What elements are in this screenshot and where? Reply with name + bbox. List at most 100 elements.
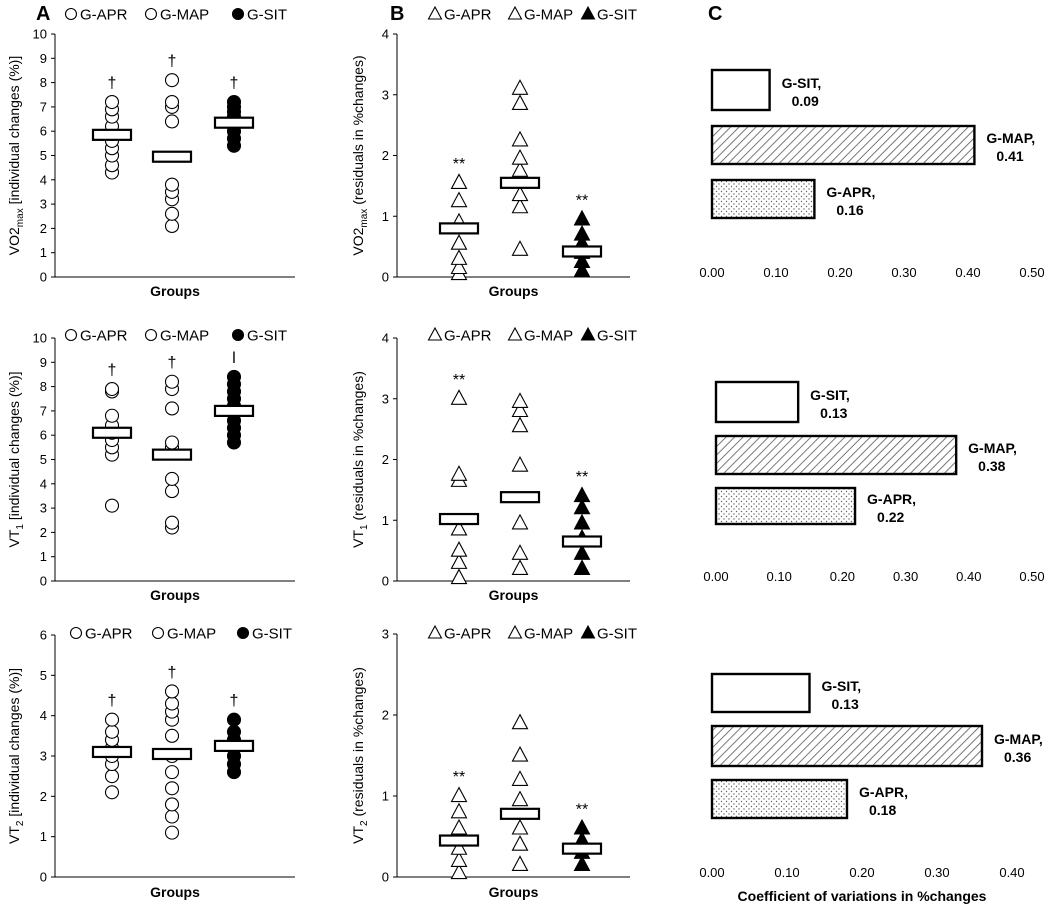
legend-label: G-SIT xyxy=(247,7,287,24)
y-tick-label: 3 xyxy=(382,87,389,102)
legend-marker xyxy=(507,326,523,341)
x-tick-label: 0.10 xyxy=(767,569,792,584)
data-point xyxy=(164,781,180,796)
data-point xyxy=(164,696,180,711)
data-point xyxy=(511,148,529,165)
series-g-sit: ** xyxy=(561,192,603,278)
series-g-map: † xyxy=(151,355,193,535)
x-tick-label: 0.30 xyxy=(891,265,916,280)
data-point xyxy=(511,79,529,95)
y-axis-label: VO2max [individual changes (%)] xyxy=(6,56,26,255)
x-tick-label: 0.00 xyxy=(699,865,724,880)
data-point xyxy=(164,515,180,530)
bar-category-label: G-APR, xyxy=(826,184,875,200)
series-g-apr: † xyxy=(91,693,133,800)
legend-marker xyxy=(580,326,596,341)
y-tick-label: 0 xyxy=(40,574,47,589)
data-point xyxy=(511,790,529,807)
significance-mark: † xyxy=(108,362,117,379)
x-tick-label: 0.00 xyxy=(699,265,724,280)
data-point xyxy=(511,770,529,786)
x-tick-label: 0.30 xyxy=(893,569,918,584)
data-point xyxy=(511,544,529,560)
bar-g-sit xyxy=(710,672,811,714)
data-point xyxy=(511,456,529,472)
mean-bar xyxy=(561,842,603,855)
significance-mark: ǀ xyxy=(232,350,236,367)
chart-a1: 0 1 2 3 4 5 6 7 8 9 10 Groups VO2max [individual cha… xyxy=(6,7,295,299)
chart-c2: 0.00 0.10 0.20 0.30 0.40 0.50 G-SIT, 0.13 G-MAP,… xyxy=(703,380,1045,584)
data-point xyxy=(450,258,468,275)
bar-category-label: G-MAP, xyxy=(986,130,1035,146)
legend-label: G-MAP xyxy=(524,7,573,24)
bar-g-map xyxy=(714,434,958,476)
x-tick-label: 0.30 xyxy=(924,865,949,880)
x-axis-label: Groups xyxy=(489,283,539,299)
significance-mark: † xyxy=(108,693,117,710)
series-g-map: † xyxy=(151,53,193,234)
y-tick-label: 0 xyxy=(40,870,47,885)
y-tick-label: 1 xyxy=(382,789,389,804)
data-point xyxy=(104,712,120,727)
x-axis-label: Coefficient of variations in %changes xyxy=(738,888,987,904)
data-point xyxy=(511,240,529,256)
data-point xyxy=(450,568,468,585)
data-point xyxy=(450,389,468,405)
legend-label: G-SIT xyxy=(597,328,637,345)
series-g-sit: ** xyxy=(561,469,603,576)
legend-marker xyxy=(580,624,596,639)
mean-bar xyxy=(91,426,133,439)
series-g-sit: † xyxy=(213,693,255,780)
series-g-map xyxy=(499,392,541,576)
series-g-map xyxy=(499,713,541,872)
legend-marker xyxy=(236,626,250,640)
series-g-apr: ** xyxy=(438,372,480,585)
chart-a2: 0 1 2 3 4 5 6 7 8 9 10 Groups VT1 [individual change… xyxy=(6,328,295,603)
legend-label: G-APR xyxy=(444,626,492,643)
y-tick-label: 4 xyxy=(382,331,389,346)
data-point xyxy=(450,541,468,557)
y-tick-label: 1 xyxy=(382,209,389,224)
data-point xyxy=(573,209,591,226)
chart-a3: 0 1 2 3 4 5 6 Groups VT2 [individual changes (%)… xyxy=(6,626,295,900)
legend-label: G-MAP xyxy=(524,626,573,643)
y-tick-label: 4 xyxy=(40,476,47,491)
x-tick-label: 0.20 xyxy=(827,265,852,280)
y-tick-label: 6 xyxy=(40,628,47,643)
bar-g-apr xyxy=(710,178,816,220)
data-point xyxy=(164,825,180,840)
significance-mark: ** xyxy=(576,801,588,818)
mean-bar xyxy=(151,150,193,163)
data-point xyxy=(573,224,591,241)
data-point xyxy=(573,855,591,872)
legend-label: G-SIT xyxy=(597,626,637,643)
mean-bar xyxy=(213,116,255,129)
data-point xyxy=(164,374,180,389)
mean-bar xyxy=(561,245,603,258)
data-point xyxy=(164,809,180,824)
data-point xyxy=(226,369,242,384)
y-tick-label: 1 xyxy=(40,549,47,564)
legend-label: G-SIT xyxy=(247,328,287,345)
panel-letter-b: B xyxy=(390,3,404,25)
mean-bar xyxy=(151,448,193,461)
y-tick-label: 1 xyxy=(382,513,389,528)
legend-label: G-APR xyxy=(85,626,133,643)
legend-label: G-SIT xyxy=(597,7,637,24)
y-tick-label: 3 xyxy=(382,627,389,642)
bar-value-label: 0.38 xyxy=(978,458,1005,474)
mean-bar xyxy=(438,512,480,526)
legend-marker xyxy=(507,5,523,20)
series-g-apr: ** xyxy=(438,156,480,281)
legend-label: G-APR xyxy=(80,7,128,24)
data-point xyxy=(511,513,529,530)
y-axis-label: VT1 (residuals in %changes) xyxy=(350,371,370,548)
data-point xyxy=(450,851,468,867)
legend-label: G-APR xyxy=(444,7,492,24)
bar-g-sit xyxy=(710,68,771,112)
data-point xyxy=(164,177,180,192)
data-point xyxy=(511,130,529,147)
y-tick-label: 9 xyxy=(40,355,47,370)
bar-g-map xyxy=(710,124,976,166)
series-g-sit: † xyxy=(213,75,255,153)
